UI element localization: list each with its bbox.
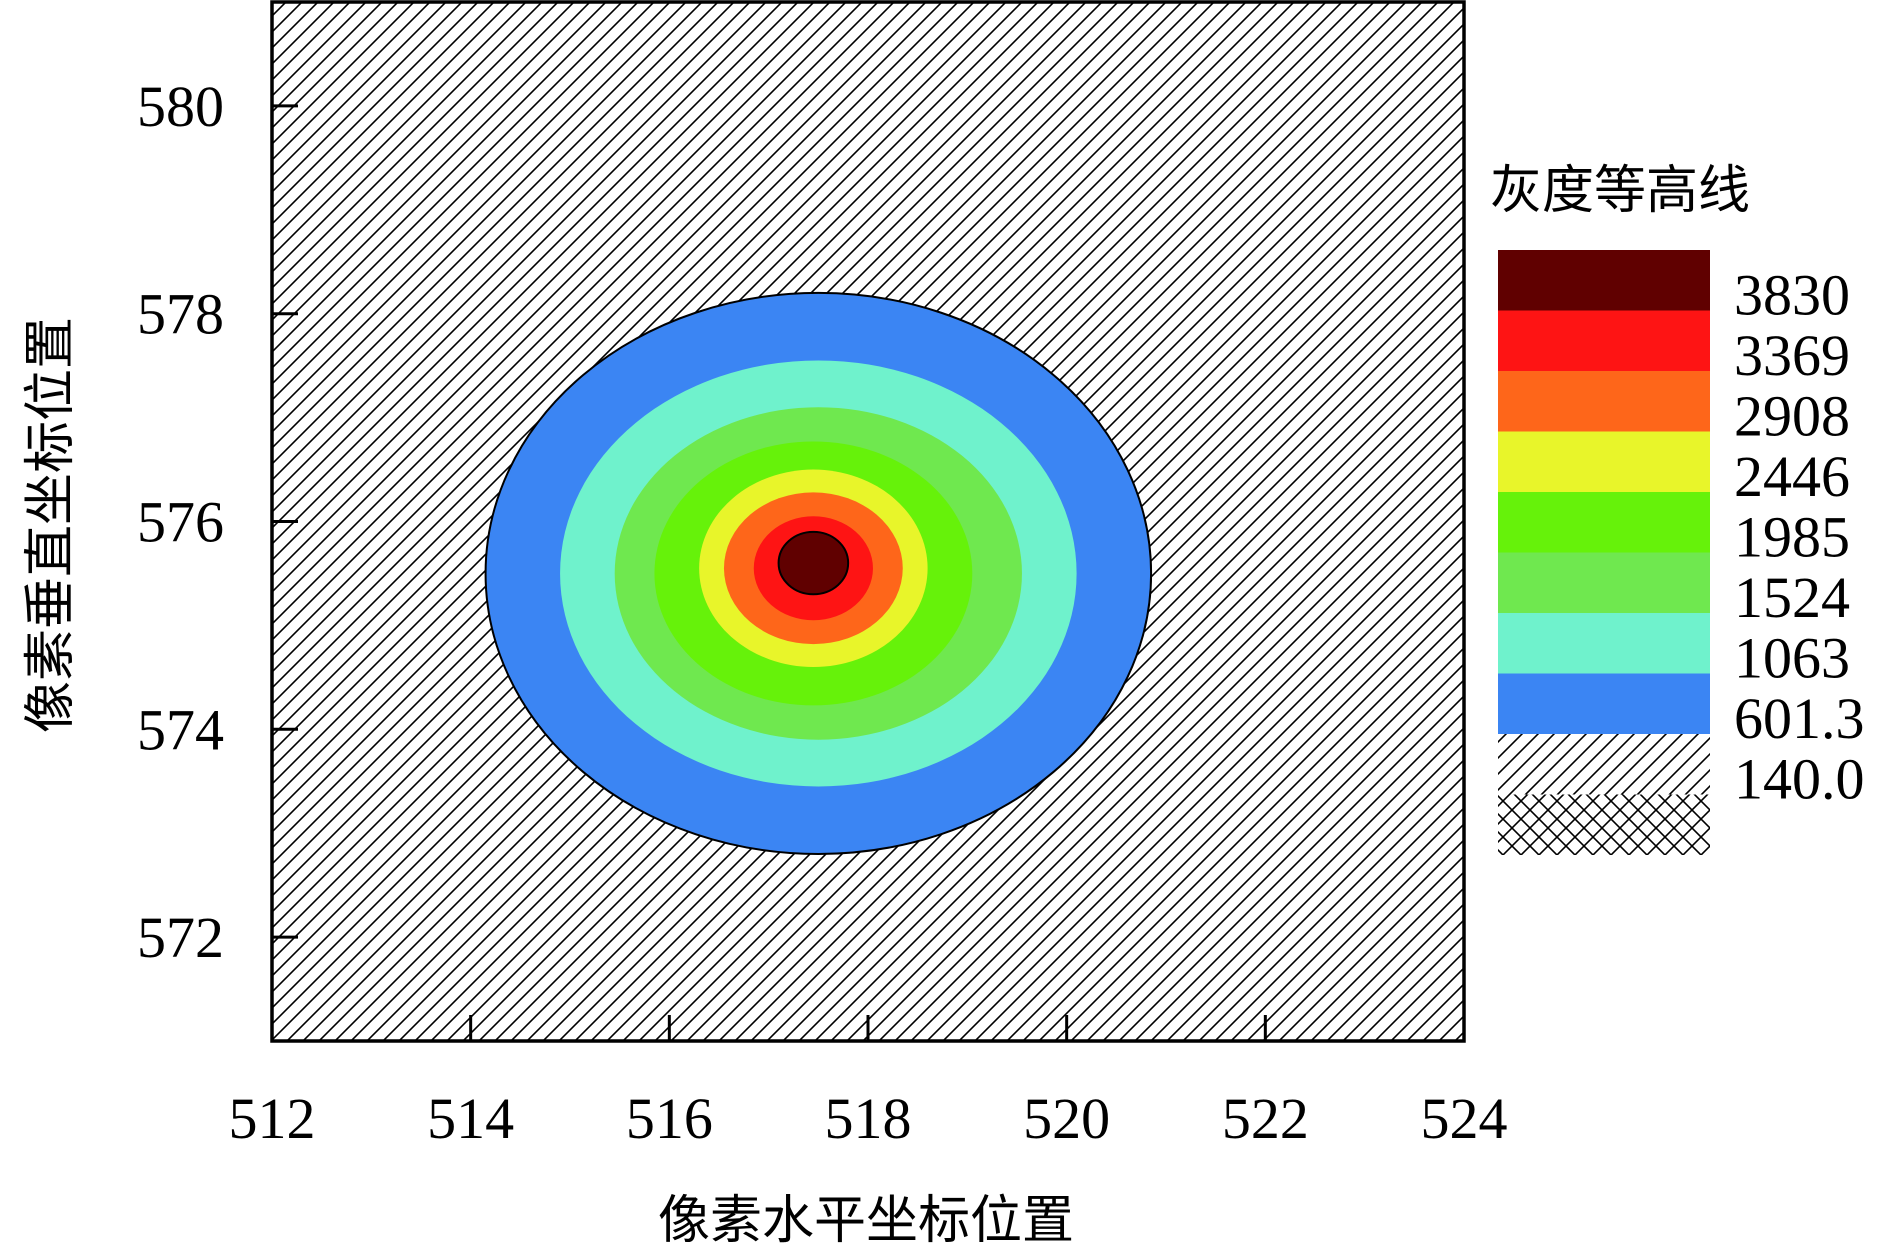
legend-label: 3830 [1734,263,1850,328]
legend-label: 601.3 [1734,686,1865,751]
legend-swatch-9 [1498,734,1710,795]
legend-label: 1985 [1734,505,1850,570]
legend-swatch-8 [1498,673,1710,734]
x-tick-label: 514 [427,1086,514,1151]
legend-title: 灰度等高线 [1490,161,1750,221]
legend-label: 1524 [1734,565,1850,630]
y-tick-label: 574 [137,697,224,762]
legend-swatch-2 [1498,310,1710,371]
legend-swatch-4 [1498,431,1710,492]
legend-swatch-5 [1498,492,1710,553]
legend-label: 3369 [1734,323,1850,388]
x-tick-label: 522 [1222,1086,1309,1151]
y-tick-label: 576 [137,490,224,555]
contour-fills [484,291,1153,855]
x-tick-label: 512 [229,1086,316,1151]
y-tick-label: 580 [137,74,224,139]
x-tick-label: 520 [1023,1086,1110,1151]
x-axis: 512 514 516 518 520 522 524 [229,1015,1508,1151]
legend-label: 2446 [1734,444,1850,509]
legend-swatch-1 [1498,250,1710,311]
x-axis-title: 像素水平坐标位置 [658,1191,1074,1245]
x-tick-label: 524 [1421,1086,1508,1151]
y-axis: 572 574 576 578 580 [137,74,298,970]
legend-swatch-3 [1498,371,1710,432]
x-tick-label: 518 [825,1086,912,1151]
x-tick-label: 516 [626,1086,713,1151]
legend-swatch-7 [1498,613,1710,674]
legend-label: 140.0 [1734,747,1865,812]
legend-label: 1063 [1734,626,1850,691]
contour-level-8 [777,530,850,596]
y-tick-label: 572 [137,905,224,970]
legend-swatch-cross [1498,794,1710,855]
y-tick-label: 578 [137,282,224,347]
legend-swatch-6 [1498,552,1710,613]
legend-label: 2908 [1734,384,1850,449]
y-axis-title: 像素垂直坐标位置 [21,317,81,733]
